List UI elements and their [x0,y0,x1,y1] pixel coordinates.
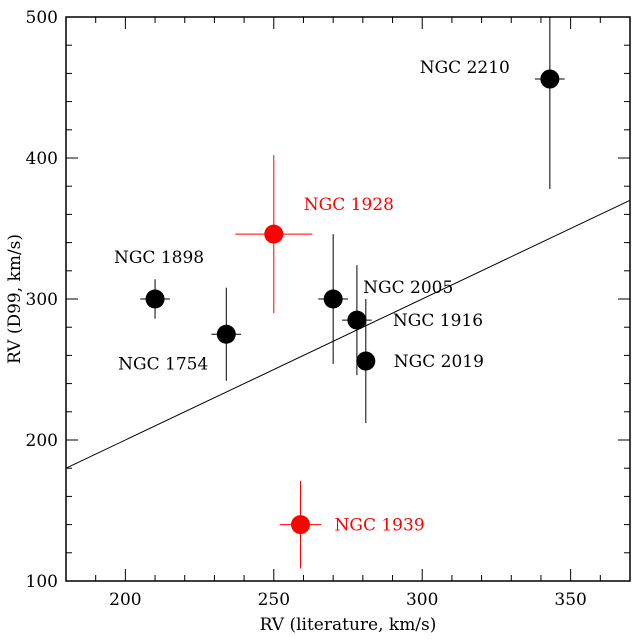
y-tick-label: 200 [26,431,58,451]
y-tick-label: 400 [26,149,58,169]
point-labels: NGC 2210 NGC 1928 NGC 1898 NGC 2005 NGC 1916… [114,58,510,536]
data-point [356,351,376,371]
y-tick-label: 500 [26,8,58,28]
data-point [323,289,343,309]
point-label: NGC 2005 [363,278,453,298]
error-bars [140,17,565,569]
point-label: NGC 1754 [118,354,208,374]
data-points [145,69,560,535]
axis-ticks [65,16,631,582]
data-point [264,224,284,244]
x-tick-label: 350 [554,590,586,610]
point-label: NGC 2210 [420,58,510,78]
y-tick-label: 100 [26,572,58,592]
y-axis-label: RV (D99, km/s) [5,234,25,364]
data-point [540,69,560,89]
x-tick-label: 200 [109,590,141,610]
x-axis-label: RV (literature, km/s) [260,615,437,635]
point-label: NGC 2019 [394,352,484,372]
tick-labels: 200 250 300 350 100 200 300 400 500 [26,8,587,610]
data-point [291,515,311,535]
point-label: NGC 1916 [393,311,483,331]
x-tick-label: 300 [406,590,438,610]
data-point [216,324,236,344]
point-label: NGC 1898 [114,248,204,268]
fit-line [65,199,631,469]
data-point [145,289,165,309]
x-tick-label: 250 [258,590,290,610]
y-tick-label: 300 [26,290,58,310]
data-point [347,310,367,330]
point-label: NGC 1928 [304,195,394,215]
point-label: NGC 1939 [335,516,425,536]
